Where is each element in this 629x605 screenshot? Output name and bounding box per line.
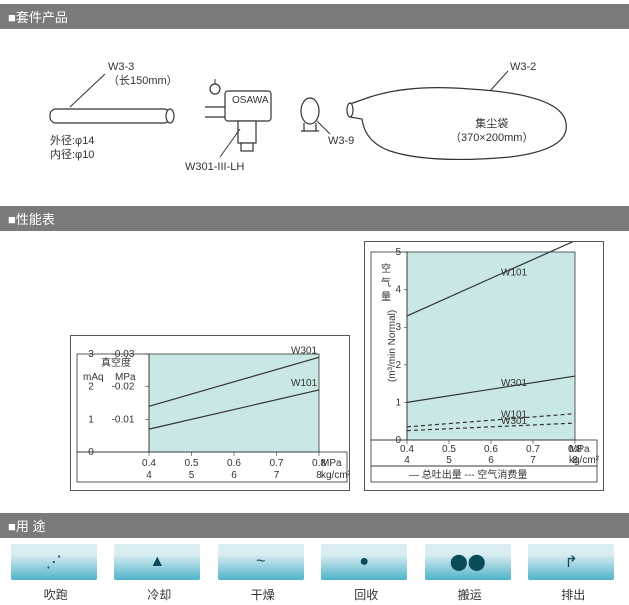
svg-text:— 总吐出量 --- 空气消费量: — 总吐出量 --- 空气消费量	[409, 468, 527, 481]
section-header-perf: ■性能表	[0, 206, 629, 231]
svg-text:1: 1	[88, 414, 94, 425]
usage-label: 冷却	[114, 586, 204, 603]
svg-text:3: 3	[395, 322, 401, 333]
usage-item-2: ~ 干燥	[218, 544, 308, 603]
nozzle-code: W3-3（长150mm）	[108, 60, 178, 89]
svg-text:0.6: 0.6	[484, 444, 498, 455]
usage-item-1: ▲ 冷却	[114, 544, 204, 603]
usage-item-0: ⋰ 吹跑	[11, 544, 101, 603]
svg-text:kg/cm²: kg/cm²	[321, 470, 349, 481]
svg-text:空: 空	[381, 262, 391, 275]
body-brand: OSAWA	[232, 95, 269, 106]
usage-icon: ↱	[528, 544, 614, 580]
body-part: OSAWA	[205, 79, 271, 157]
usage-label: 干燥	[218, 586, 308, 603]
clip-part	[301, 98, 330, 134]
svg-text:0.4: 0.4	[142, 458, 156, 469]
svg-text:气: 气	[381, 276, 391, 289]
svg-text:5: 5	[446, 455, 452, 466]
svg-text:量: 量	[381, 291, 391, 303]
kit-section: OSAWA W3-3（长150mm） 外径:φ14内径:φ10	[0, 29, 629, 202]
bag-name: 集尘袋（370×200mm）	[450, 117, 533, 146]
bag-code: W3-2	[510, 60, 536, 74]
svg-text:W301: W301	[501, 378, 528, 389]
vacuum-chart: 真空度mAqMPa3-0.032-0.021-0.0100.440.550.66…	[70, 335, 350, 491]
perf-section: 真空度mAqMPa3-0.032-0.021-0.0100.440.550.66…	[0, 231, 629, 509]
svg-text:W301: W301	[291, 345, 318, 356]
svg-text:3: 3	[88, 349, 94, 360]
svg-text:6: 6	[488, 455, 494, 466]
bag-part	[347, 71, 566, 159]
svg-text:0.6: 0.6	[227, 458, 241, 469]
svg-text:5: 5	[189, 470, 195, 481]
svg-text:W301: W301	[501, 416, 528, 427]
usage-icon: ⬤⬤	[425, 544, 511, 580]
svg-text:7: 7	[530, 455, 536, 466]
usage-label: 吹跑	[11, 586, 101, 603]
svg-text:-0.02: -0.02	[112, 382, 135, 393]
usage-item-3: ● 回收	[321, 544, 411, 603]
usage-item-4: ⬤⬤ 搬运	[425, 544, 515, 603]
clip-code: W3-9	[328, 134, 354, 148]
usage-icon: ~	[218, 544, 304, 580]
svg-text:4: 4	[395, 285, 401, 296]
usage-label: 回收	[321, 586, 411, 603]
usage-label: 排出	[528, 586, 618, 603]
svg-text:0.7: 0.7	[526, 444, 540, 455]
svg-text:2: 2	[395, 360, 401, 371]
usage-item-5: ↱ 排出	[528, 544, 618, 603]
svg-text:W101: W101	[501, 267, 528, 278]
airflow-chart: 空气量(m³/min Normal)5432100.440.550.660.77…	[364, 241, 604, 491]
svg-text:0.4: 0.4	[400, 444, 414, 455]
svg-text:6: 6	[231, 470, 237, 481]
svg-text:0.5: 0.5	[442, 444, 456, 455]
usage-icon: ⋰	[11, 544, 97, 580]
svg-text:7: 7	[274, 470, 280, 481]
usage-icon: ●	[321, 544, 407, 580]
nozzle-dims: 外径:φ14内径:φ10	[50, 134, 94, 163]
svg-text:MPa: MPa	[569, 444, 590, 455]
svg-text:W101: W101	[291, 378, 318, 389]
svg-text:2: 2	[88, 382, 94, 393]
svg-text:0.7: 0.7	[270, 458, 284, 469]
svg-text:-0.03: -0.03	[112, 349, 135, 360]
svg-text:kg/cm²: kg/cm²	[569, 455, 600, 466]
svg-text:-0.01: -0.01	[112, 414, 135, 425]
svg-text:1: 1	[395, 397, 401, 408]
usage-icon: ▲	[114, 544, 200, 580]
svg-text:4: 4	[404, 455, 410, 466]
svg-text:0.5: 0.5	[185, 458, 199, 469]
body-code: W301-III-LH	[185, 160, 244, 174]
usage-label: 搬运	[425, 586, 515, 603]
section-header-kit: ■套件产品	[0, 4, 629, 29]
svg-text:MPa: MPa	[321, 458, 342, 469]
svg-text:(m³/min Normal): (m³/min Normal)	[387, 310, 398, 382]
svg-text:5: 5	[395, 247, 401, 258]
svg-text:4: 4	[146, 470, 152, 481]
svg-text:0: 0	[88, 447, 94, 458]
usage-row: ⋰ 吹跑 ▲ 冷却 ~ 干燥 ● 回收 ⬤⬤ 搬运 ↱ 排出	[0, 538, 629, 605]
section-header-usage: ■用 途	[0, 513, 629, 538]
